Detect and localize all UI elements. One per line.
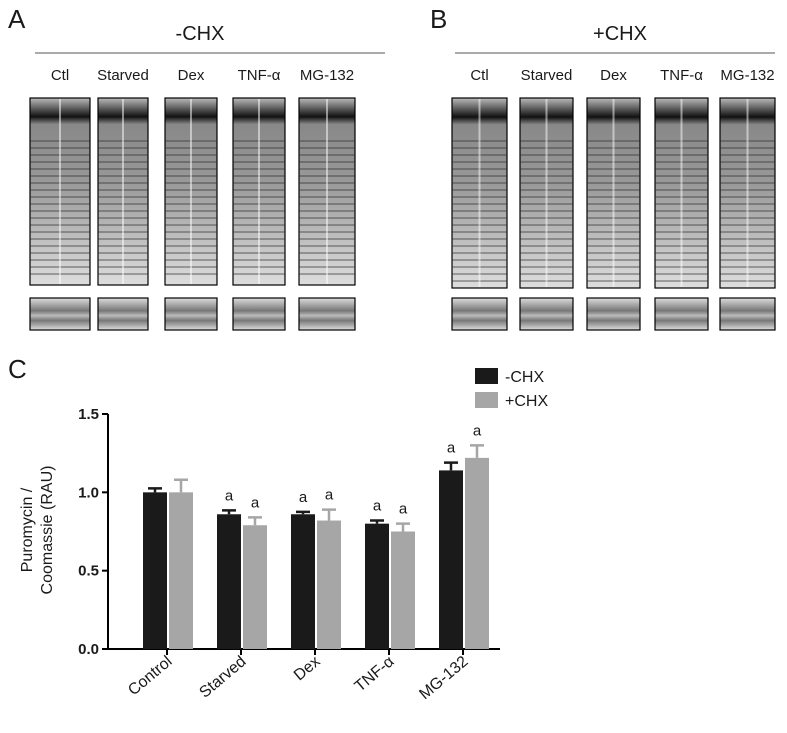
lane-label: Dex xyxy=(600,67,627,84)
y-axis-title: Puromycin / xyxy=(19,487,36,572)
panel-label: A xyxy=(8,4,26,34)
loading-control xyxy=(519,297,574,331)
y-axis-title: Coomassie (RAU) xyxy=(39,466,56,595)
loading-control xyxy=(719,297,776,331)
error-bar xyxy=(396,522,410,532)
lane-label: Starved xyxy=(97,67,149,84)
loading-control xyxy=(586,297,641,331)
y-tick-label: 1.0 xyxy=(78,484,99,501)
error-bar xyxy=(470,444,484,458)
error-bar xyxy=(296,510,310,515)
x-tick-label: Dex xyxy=(291,653,324,684)
error-bar xyxy=(322,508,336,521)
significance-label: a xyxy=(251,494,260,511)
error-bar xyxy=(174,478,188,493)
significance-label: a xyxy=(373,498,382,515)
loading-control xyxy=(29,297,91,331)
significance-label: a xyxy=(399,501,408,518)
loading-control xyxy=(654,297,709,331)
error-bar xyxy=(370,519,384,524)
bar xyxy=(143,492,167,649)
lane-label: Ctl xyxy=(470,67,488,84)
error-bar xyxy=(222,509,236,515)
significance-label: a xyxy=(325,487,334,504)
panel-label: B xyxy=(430,4,447,34)
bar xyxy=(169,492,193,649)
legend-label: -CHX xyxy=(505,369,544,386)
panel-header: -CHX xyxy=(176,23,225,45)
bar xyxy=(243,525,267,649)
lane-label: TNF-α xyxy=(660,67,703,84)
loading-control xyxy=(164,297,218,331)
lane-label: MG-132 xyxy=(720,67,774,84)
x-tick-label: Starved xyxy=(196,653,249,701)
lane-label: TNF-α xyxy=(238,67,281,84)
bar xyxy=(391,531,415,649)
x-tick-label: MG-132 xyxy=(416,653,471,703)
bar xyxy=(365,523,389,649)
x-tick-label: TNF-α xyxy=(352,653,398,695)
y-tick-label: 0.5 xyxy=(78,563,99,580)
lane-label: MG-132 xyxy=(300,67,354,84)
legend-swatch xyxy=(475,392,498,408)
y-tick-label: 1.5 xyxy=(78,406,99,423)
significance-label: a xyxy=(447,440,456,457)
x-tick-label: Control xyxy=(125,653,175,699)
error-bar xyxy=(248,516,262,526)
bar xyxy=(317,520,341,649)
loading-control xyxy=(97,297,149,331)
bar xyxy=(217,514,241,649)
loading-control xyxy=(232,297,286,331)
bar xyxy=(291,514,315,649)
lane-label: Dex xyxy=(178,67,205,84)
bar xyxy=(465,457,489,649)
panel-label: C xyxy=(8,354,27,384)
significance-label: a xyxy=(299,489,308,506)
loading-control xyxy=(451,297,508,331)
loading-control xyxy=(298,297,356,331)
lane-label: Ctl xyxy=(51,67,69,84)
legend-label: +CHX xyxy=(505,393,548,410)
panel-header: +CHX xyxy=(593,23,647,45)
y-tick-label: 0.0 xyxy=(78,641,99,658)
legend-swatch xyxy=(475,368,498,384)
error-bar xyxy=(444,461,458,471)
blots: A -CHX Ctl Starved Dex TNF-α MG-132 B +CHX Ctl Sta… xyxy=(8,4,776,331)
significance-label: a xyxy=(473,422,482,439)
error-bar xyxy=(148,487,162,493)
significance-label: a xyxy=(225,487,234,504)
bar xyxy=(439,470,463,649)
lane-label: Starved xyxy=(521,67,573,84)
